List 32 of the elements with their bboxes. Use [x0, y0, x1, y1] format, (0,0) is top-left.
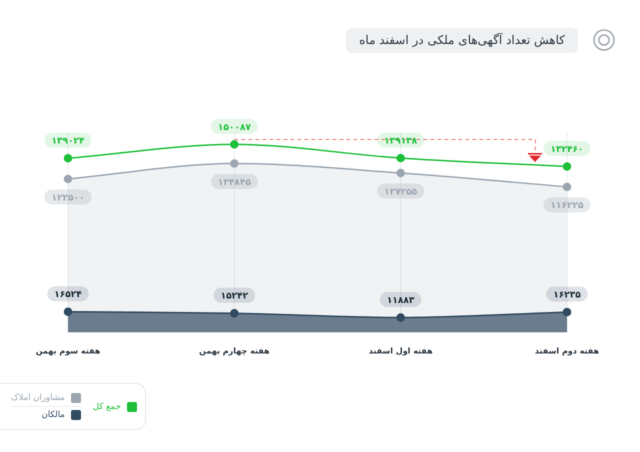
data-label: ۱۱۸۸۳ [386, 296, 415, 306]
data-label: ۱۳۴۸۴۵ [218, 178, 252, 188]
point [64, 174, 72, 184]
data-label: ۱۲۲۵۰۰ [52, 193, 84, 204]
legend-label: مشاوران املاک [11, 393, 65, 403]
point [230, 140, 239, 149]
point [64, 307, 72, 316]
chart-title: کاهش تعداد آگهی‌های ملکی در اسفند ماه [346, 28, 578, 53]
data-label: ۱۳۹۱۳۸ [384, 136, 418, 146]
point [396, 168, 405, 178]
data-label: ۱۱۶۲۲۵ [550, 201, 584, 212]
x-tick-label: هفته دوم اسفند [534, 346, 600, 356]
x-tick-label: هفته سوم بهمن [36, 346, 101, 356]
x-tick-label: هفته اول اسفند [368, 346, 434, 356]
data-label: ۱۵۲۴۲ [220, 292, 249, 302]
point [562, 182, 572, 192]
legend-label: جمع کل [92, 402, 121, 412]
point [64, 154, 72, 163]
point [562, 308, 572, 316]
data-label: ۱۶۲۳۵ [553, 290, 582, 300]
point [562, 162, 572, 171]
x-tick-label: هفته چهارم بهمن [199, 346, 270, 356]
legend-label: مالکان [42, 410, 65, 420]
point [396, 313, 405, 322]
data-label: ۱۵۰۰۸۷ [218, 122, 252, 133]
data-label: ۱۶۵۲۴ [54, 290, 82, 300]
data-label: ۱۲۷۲۵۵ [384, 187, 418, 198]
point [230, 309, 239, 318]
data-label: ۱۳۹۰۲۴ [52, 136, 85, 147]
data-label: ۱۳۲۴۶۰ [550, 144, 584, 155]
point [230, 159, 239, 168]
point [396, 154, 405, 162]
